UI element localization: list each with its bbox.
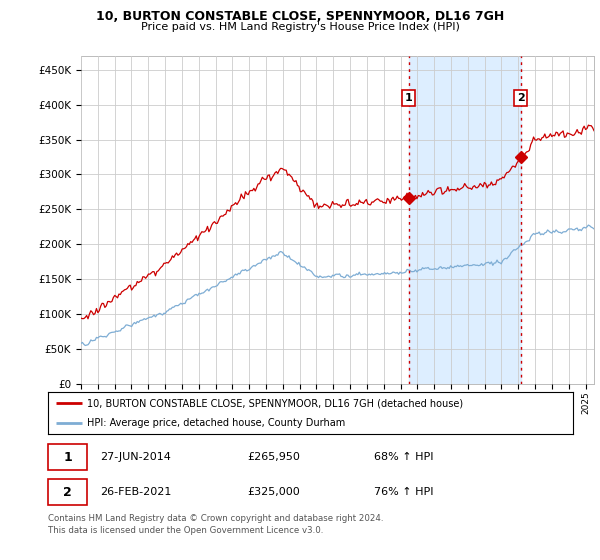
- Text: Contains HM Land Registry data © Crown copyright and database right 2024.
This d: Contains HM Land Registry data © Crown c…: [48, 514, 383, 535]
- Text: 10, BURTON CONSTABLE CLOSE, SPENNYMOOR, DL16 7GH: 10, BURTON CONSTABLE CLOSE, SPENNYMOOR, …: [96, 10, 504, 23]
- Text: 1: 1: [64, 451, 72, 464]
- Text: 27-JUN-2014: 27-JUN-2014: [101, 452, 172, 462]
- Text: 76% ↑ HPI: 76% ↑ HPI: [373, 487, 433, 497]
- Text: 10, BURTON CONSTABLE CLOSE, SPENNYMOOR, DL16 7GH (detached house): 10, BURTON CONSTABLE CLOSE, SPENNYMOOR, …: [88, 398, 464, 408]
- Bar: [409, 56, 521, 384]
- Text: £265,950: £265,950: [248, 452, 301, 462]
- Text: 2: 2: [517, 93, 525, 103]
- FancyBboxPatch shape: [48, 444, 88, 470]
- Text: £325,000: £325,000: [248, 487, 300, 497]
- Text: 2: 2: [64, 486, 72, 498]
- Text: 1: 1: [405, 93, 413, 103]
- Text: 26-FEB-2021: 26-FEB-2021: [101, 487, 172, 497]
- Text: HPI: Average price, detached house, County Durham: HPI: Average price, detached house, Coun…: [88, 418, 346, 428]
- FancyBboxPatch shape: [48, 479, 88, 505]
- Text: 68% ↑ HPI: 68% ↑ HPI: [373, 452, 433, 462]
- Text: Price paid vs. HM Land Registry's House Price Index (HPI): Price paid vs. HM Land Registry's House …: [140, 22, 460, 32]
